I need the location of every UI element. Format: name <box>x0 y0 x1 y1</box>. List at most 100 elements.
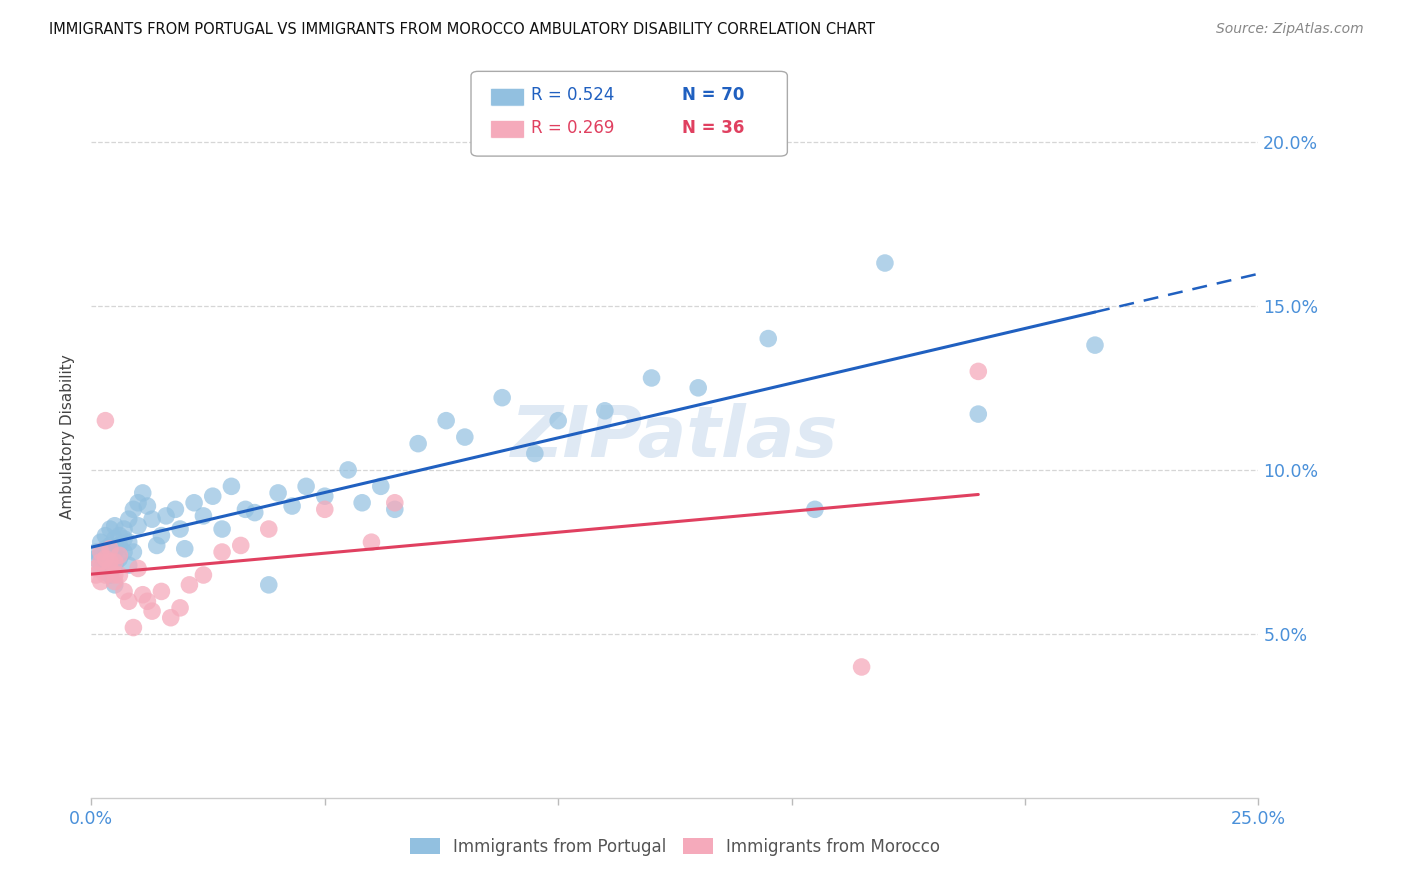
Point <box>84 561 107 575</box>
Text: N = 36: N = 36 <box>682 119 744 136</box>
Point <box>370 479 392 493</box>
Point <box>179 578 201 592</box>
Point <box>211 522 233 536</box>
Point <box>221 479 243 493</box>
Point <box>141 604 163 618</box>
Point <box>201 489 224 503</box>
Point <box>98 555 121 569</box>
Point <box>98 568 121 582</box>
Point <box>173 541 195 556</box>
Point <box>454 430 477 444</box>
Point <box>122 621 145 635</box>
Point <box>804 502 827 516</box>
Point <box>132 588 155 602</box>
Point <box>98 522 121 536</box>
Point <box>756 332 779 346</box>
Point <box>640 371 662 385</box>
Point <box>118 512 141 526</box>
Point <box>314 502 336 516</box>
Point <box>688 381 710 395</box>
Point <box>98 541 121 556</box>
Point <box>94 414 117 428</box>
Point <box>127 561 149 575</box>
Point <box>1084 338 1107 352</box>
Point <box>873 256 896 270</box>
Point <box>84 551 107 566</box>
Point <box>384 496 406 510</box>
Point <box>211 545 233 559</box>
Point <box>257 522 280 536</box>
Point <box>150 528 173 542</box>
Point <box>108 549 131 563</box>
Point <box>104 574 127 589</box>
Point <box>108 538 131 552</box>
Point <box>94 568 117 582</box>
Point <box>406 436 429 450</box>
Point <box>108 528 131 542</box>
Point <box>84 545 107 559</box>
Point <box>108 568 131 582</box>
Point <box>98 561 121 575</box>
Point <box>104 518 127 533</box>
Point <box>112 522 135 536</box>
Text: Source: ZipAtlas.com: Source: ZipAtlas.com <box>1216 22 1364 37</box>
Point <box>94 565 117 579</box>
Point <box>112 584 135 599</box>
Point <box>118 558 141 573</box>
Point <box>90 535 112 549</box>
Point <box>593 404 616 418</box>
Point <box>169 600 191 615</box>
Point <box>90 555 112 569</box>
Point <box>229 538 252 552</box>
Text: ZIPatlas: ZIPatlas <box>512 402 838 472</box>
Point <box>523 446 546 460</box>
Point <box>94 541 117 556</box>
Text: R = 0.269: R = 0.269 <box>531 119 614 136</box>
Point <box>127 496 149 510</box>
Point <box>159 610 181 624</box>
Point <box>547 414 569 428</box>
Text: IMMIGRANTS FROM PORTUGAL VS IMMIGRANTS FROM MOROCCO AMBULATORY DISABILITY CORREL: IMMIGRANTS FROM PORTUGAL VS IMMIGRANTS F… <box>49 22 875 37</box>
Point <box>183 496 205 510</box>
Point <box>104 568 127 582</box>
Text: R = 0.524: R = 0.524 <box>531 87 614 104</box>
Point <box>257 578 280 592</box>
Point <box>90 561 112 575</box>
Point <box>295 479 318 493</box>
Point <box>98 549 121 563</box>
Point <box>90 574 112 589</box>
Y-axis label: Ambulatory Disability: Ambulatory Disability <box>60 355 76 519</box>
Point <box>98 538 121 552</box>
Point <box>112 532 135 546</box>
Point <box>967 407 990 421</box>
Point <box>127 518 149 533</box>
Point <box>193 508 215 523</box>
Point <box>193 568 215 582</box>
Point <box>141 512 163 526</box>
Point <box>118 594 141 608</box>
Point <box>90 545 112 559</box>
Point <box>281 499 304 513</box>
Legend: Immigrants from Portugal, Immigrants from Morocco: Immigrants from Portugal, Immigrants fro… <box>404 831 946 863</box>
Point <box>155 508 177 523</box>
Point <box>84 568 107 582</box>
Point <box>104 545 127 559</box>
Point <box>104 532 127 546</box>
Point <box>851 660 873 674</box>
Point <box>122 545 145 559</box>
Point <box>337 463 360 477</box>
Point <box>104 555 127 569</box>
Point <box>434 414 457 428</box>
Point <box>352 496 374 510</box>
Point <box>136 594 159 608</box>
Point <box>145 538 167 552</box>
Point <box>491 391 513 405</box>
Point <box>94 551 117 566</box>
Point <box>118 535 141 549</box>
Point <box>122 502 145 516</box>
Point <box>104 578 127 592</box>
Point <box>235 502 257 516</box>
Point <box>104 558 127 573</box>
Point <box>267 486 290 500</box>
Point <box>108 551 131 566</box>
